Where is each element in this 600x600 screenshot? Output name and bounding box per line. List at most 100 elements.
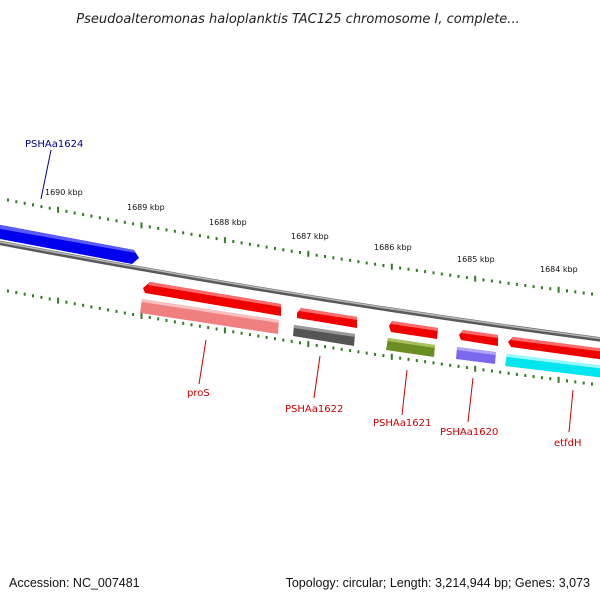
ruler-minor-tick	[332, 346, 335, 350]
ruler-minor-tick	[90, 305, 93, 309]
ruler-minor-tick	[165, 228, 168, 232]
ruler-major-tick	[140, 313, 143, 319]
ruler-minor-tick	[457, 364, 460, 368]
ruler-minor-tick	[457, 274, 460, 278]
ruler-minor-tick	[115, 219, 118, 223]
ruler-major-tick	[223, 237, 226, 244]
ruler-minor-tick	[399, 266, 402, 270]
ruler-minor-tick	[524, 284, 527, 287]
ruler-major-tick	[390, 263, 393, 270]
ruler-minor-tick	[7, 198, 9, 202]
ruler-minor-tick	[23, 201, 26, 205]
ruler-labels: 1690 kbp 1689 kbp 1688 kbp 1687 kbp 1686…	[45, 188, 578, 274]
ruler-minor-tick	[399, 356, 402, 360]
ruler-minor-tick	[73, 211, 76, 215]
ruler-minor-tick	[132, 222, 135, 226]
ruler-minor-tick	[40, 205, 43, 209]
ruler-minor-tick	[490, 369, 493, 373]
gene-label-PSHAa1624: PSHAa1624	[25, 139, 83, 150]
ruler-major-tick	[223, 327, 226, 334]
ruler-minor-tick	[465, 366, 468, 370]
ruler-minor-tick	[415, 359, 418, 362]
ruler-minor-tick	[432, 361, 435, 365]
ruler-minor-tick	[582, 381, 585, 385]
gene-label-PSHAa1622: PSHAa1622	[285, 404, 343, 415]
ruler-minor-tick	[532, 375, 535, 379]
ruler-label: 1684 kbp	[540, 265, 578, 274]
ruler-minor-tick	[248, 242, 251, 246]
ruler-minor-tick	[424, 360, 427, 364]
map-title: Pseudoalteromonas haloplanktis TAC125 ch…	[76, 12, 519, 27]
ruler-minor-tick	[357, 350, 360, 354]
ruler-minor-tick	[407, 357, 410, 361]
ruler-major-tick	[57, 297, 60, 304]
gene-proS[interactable]: proS	[140, 282, 281, 399]
ruler-minor-tick	[349, 349, 352, 353]
ruler-minor-tick	[574, 290, 577, 294]
accession-label: Accession: NC_007481	[9, 576, 140, 590]
ruler-minor-tick	[274, 337, 276, 341]
ruler-minor-tick	[23, 292, 26, 296]
ruler-minor-tick	[73, 302, 76, 306]
ruler-minor-tick	[349, 258, 352, 262]
ruler-minor-tick	[115, 309, 118, 313]
ruler-minor-tick	[332, 256, 335, 260]
ruler-minor-tick	[7, 289, 9, 293]
ruler-minor-tick	[357, 260, 360, 264]
gene-PSHAa1621[interactable]: PSHAa1621	[373, 321, 438, 429]
ruler-major-tick	[474, 275, 477, 282]
ruler-minor-tick	[515, 282, 518, 286]
ruler-minor-tick	[90, 214, 93, 218]
ruler-minor-tick	[415, 268, 418, 272]
ruler-minor-tick	[48, 297, 51, 301]
gene-etfdH[interactable]: etfdH	[505, 337, 600, 449]
ruler-label: 1687 kbp	[291, 232, 329, 241]
gene-PSHAa1622[interactable]: PSHAa1622	[285, 308, 357, 415]
ruler-minor-tick	[98, 216, 101, 220]
ruler-minor-tick	[82, 303, 85, 307]
ruler-minor-tick	[340, 347, 343, 351]
ruler-label: 1690 kbp	[45, 188, 83, 197]
ruler-minor-tick	[315, 253, 318, 257]
ruler-minor-tick	[382, 354, 385, 358]
ruler-minor-tick	[232, 240, 235, 243]
ruler-minor-tick	[40, 295, 43, 299]
ruler-minor-tick	[265, 245, 268, 249]
ruler-minor-tick	[540, 376, 543, 380]
ruler-minor-tick	[207, 235, 210, 239]
ruler-minor-tick	[182, 321, 185, 325]
ruler-major-tick	[557, 286, 560, 293]
ruler-minor-tick	[215, 237, 218, 241]
ruler-minor-tick	[173, 320, 176, 324]
ruler-minor-tick	[549, 377, 552, 381]
ruler-minor-tick	[440, 362, 443, 366]
ruler-minor-tick	[440, 272, 443, 276]
ruler-minor-tick	[282, 338, 285, 342]
gene-PSHAa1624[interactable]: PSHAa1624	[0, 139, 139, 264]
ruler-minor-tick	[157, 226, 160, 230]
ruler-major-tick	[557, 376, 560, 383]
ruler-minor-tick	[123, 220, 126, 224]
ruler-minor-tick	[507, 281, 510, 285]
ruler-label: 1686 kbp	[374, 243, 412, 252]
ruler-minor-tick	[290, 249, 293, 253]
ruler-major-tick	[390, 353, 393, 360]
ruler-minor-tick	[449, 273, 452, 277]
ruler-major-tick	[140, 222, 143, 229]
ruler-minor-tick	[499, 370, 502, 374]
ruler-minor-tick	[274, 246, 276, 250]
gene-PSHAa1620[interactable]: PSHAa1620	[440, 330, 498, 438]
ruler-minor-tick	[290, 339, 293, 343]
ruler-minor-tick	[32, 294, 34, 298]
ruler-minor-tick	[173, 229, 176, 233]
ruler-minor-tick	[198, 324, 201, 328]
ruler-label: 1689 kbp	[127, 203, 165, 212]
ruler-minor-tick	[315, 343, 318, 347]
ruler-minor-tick	[432, 271, 435, 275]
ruler-minor-tick	[407, 267, 410, 271]
ruler-minor-tick	[507, 371, 510, 375]
ruler-minor-tick	[190, 323, 193, 327]
ruler-minor-tick	[232, 330, 235, 334]
chromosome-backbone	[0, 240, 600, 342]
